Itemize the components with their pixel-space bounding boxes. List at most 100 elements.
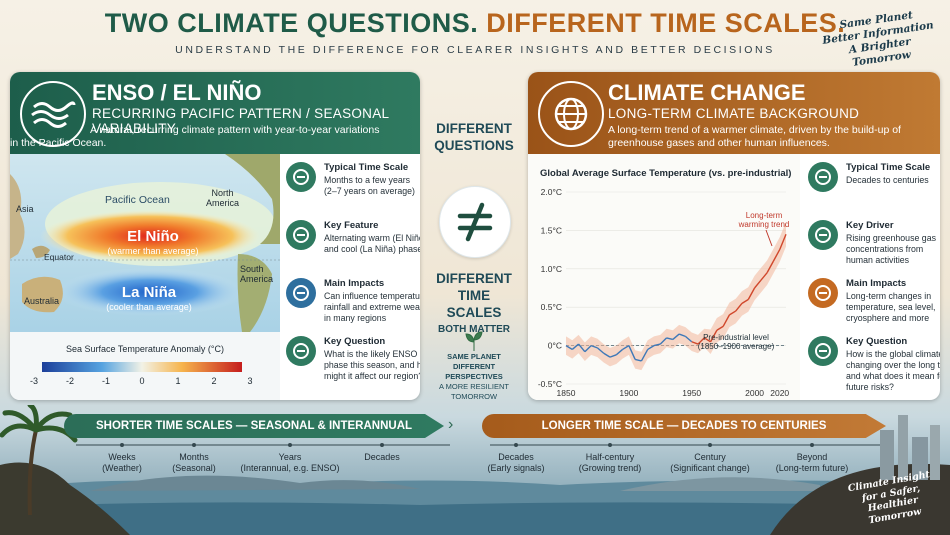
feature-text: Rising greenhouse gas concentrations from…: [846, 233, 940, 266]
series-segment: [628, 345, 636, 360]
timescale-sub: (Weather): [102, 463, 142, 473]
feature-text-line: (2–7 years on average): [324, 186, 415, 196]
chart-title: Global Average Surface Temperature (vs. …: [540, 168, 792, 179]
label-la-nina-note: (cooler than average): [106, 302, 192, 312]
series-segment: [691, 341, 699, 345]
series-segment: [590, 344, 598, 349]
climate-feature-list: Typical Time Scale Decades to centuries Ke…: [808, 162, 940, 400]
middle-line: A MORE RESILIENT TOMORROW: [438, 382, 510, 401]
x-tick-label: 2000: [745, 388, 764, 398]
timescale-main: Years: [278, 452, 302, 462]
timescale-label: Half-century (Growing trend): [555, 452, 665, 474]
timescale-sub: (Seasonal): [172, 463, 216, 473]
timescale-label: Months (Seasonal): [139, 452, 249, 474]
timescale-sub: (Interannual, e.g. ENSO): [240, 463, 340, 473]
series-segment: [709, 329, 718, 343]
series-segment: [741, 298, 749, 304]
label-el-nino-note: (warmer than average): [107, 246, 199, 256]
series-segment: [653, 343, 661, 347]
series-segment: [603, 352, 611, 358]
series-segment: [659, 337, 668, 345]
feature-text-line: Months to a few years: [324, 175, 411, 185]
timescale-label: Century (Significant change): [655, 452, 765, 474]
scale-tick-label: -1: [101, 376, 110, 386]
feature-text-line: Can influence temperature,: [324, 291, 420, 301]
temperature-chart: Global Average Surface Temperature (vs. …: [528, 154, 800, 400]
short-timescale-label: SHORTER TIME SCALES — SEASONAL & INTERAN…: [95, 420, 413, 432]
globe-icon: [538, 81, 604, 147]
feature-text-line: rainfall and extreme weather: [324, 302, 420, 312]
timescale-main: Half-century: [585, 452, 635, 462]
timescale-sub: (Long-term future): [775, 463, 849, 473]
feature-text: Months to a few years (2–7 years on avera…: [324, 175, 420, 197]
timescale-label: Decades (Early signals): [461, 452, 571, 474]
timescale-main: Weeks: [108, 452, 136, 462]
short-timescale-bar: SHORTER TIME SCALES — SEASONAL & INTERAN…: [64, 414, 444, 438]
scale-title: Sea Surface Temperature Anomaly (°C): [66, 344, 225, 354]
trend-annotation-line: warming trend: [738, 220, 790, 229]
climate-description-line: A long-term trend of a warmer climate, d…: [608, 124, 901, 136]
series-segment: [735, 302, 743, 312]
series-segment: [678, 333, 686, 338]
feature-text-line: Alternating warm (El Niño): [324, 233, 420, 243]
enso-header: ENSO / EL NIÑO RECURRING PACIFIC PATTERN…: [10, 72, 420, 154]
sst-map-graphic: [10, 154, 280, 372]
trend-annotation-line: Long-term: [746, 211, 783, 220]
feature-text-line: and cool (La Niña) phases: [324, 244, 420, 254]
y-tick-label: -0.5°C: [538, 379, 562, 389]
series-segment: [697, 337, 705, 345]
enso-description-line: A natural, recurring climate pattern wit…: [90, 124, 380, 136]
x-tick-label: 1950: [682, 388, 701, 398]
y-tick-label: 0°C: [548, 341, 562, 351]
waves-icon: [286, 220, 316, 250]
feature-text-line: future risks?: [846, 382, 894, 392]
different-questions: DIFFERENT QUESTIONS: [432, 120, 516, 154]
timescale-label: Beyond (Long-term future): [757, 452, 867, 474]
label-north-america: North America: [206, 188, 240, 208]
bar-chart-icon: [808, 162, 838, 192]
series-segment: [772, 249, 781, 262]
feature-text-line: temperature, sea level,: [846, 302, 936, 312]
timescale-sub: (Growing trend): [578, 463, 642, 473]
rain-cloud-icon: [286, 278, 316, 308]
label-el-nino: El Niño: [127, 228, 179, 245]
feature-text: How is the global climate changing over t…: [846, 349, 940, 393]
waves-icon: [20, 81, 86, 147]
series-segment: [703, 337, 711, 343]
gear-icon: [808, 220, 838, 250]
long-timescale-bar: LONGER TIME SCALE — DECADES TO CENTURIES: [482, 414, 886, 438]
calendar-icon: [286, 162, 316, 192]
middle-line: TIME SCALES: [446, 288, 502, 320]
scale-tick-label: 0: [139, 376, 145, 386]
timescale-label: Decades: [327, 452, 437, 463]
series-segment: [684, 335, 693, 343]
series-segment: [609, 354, 617, 358]
enso-feature-list: Typical Time Scale Months to a few years(…: [286, 162, 420, 400]
feature-title: Typical Time Scale: [846, 162, 931, 173]
timescale-main: Decades: [364, 452, 400, 462]
middle-line: DIFFERENT: [436, 271, 512, 286]
y-tick-label: 1.0°C: [541, 264, 562, 274]
series-segment: [578, 343, 586, 353]
timescale-main: Century: [694, 452, 726, 462]
coastal-scenery: [0, 415, 950, 535]
feature-text-line: in many regions: [324, 313, 387, 323]
climate-header: CLIMATE CHANGE LONG-TERM CLIMATE BACKGRO…: [528, 72, 940, 154]
climate-description: A long-term trend of a warmer climate, d…: [608, 124, 938, 150]
feature-title: Typical Time Scale: [324, 162, 409, 173]
series-segment: [565, 345, 573, 351]
y-tick-label: 0.5°C: [541, 302, 562, 312]
climate-title: CLIMATE CHANGE: [608, 80, 806, 105]
series-segment: [779, 233, 787, 250]
climate-description-line: greenhouse gases and other human influen…: [608, 137, 830, 149]
feature-title: Key Feature: [324, 220, 379, 231]
document-icon: [808, 336, 838, 366]
feature-text: Decades to centuries: [846, 175, 940, 186]
series-segment: [754, 279, 762, 289]
not-equal-icon: [439, 186, 511, 258]
series-segment: [571, 343, 580, 350]
timescale-main: Beyond: [796, 452, 828, 462]
arrow-right-icon: ›: [448, 416, 454, 433]
title-part-one: TWO CLIMATE QUESTIONS.: [104, 8, 479, 38]
long-timescale-label: LONGER TIME SCALE — DECADES TO CENTURIES: [541, 420, 827, 432]
